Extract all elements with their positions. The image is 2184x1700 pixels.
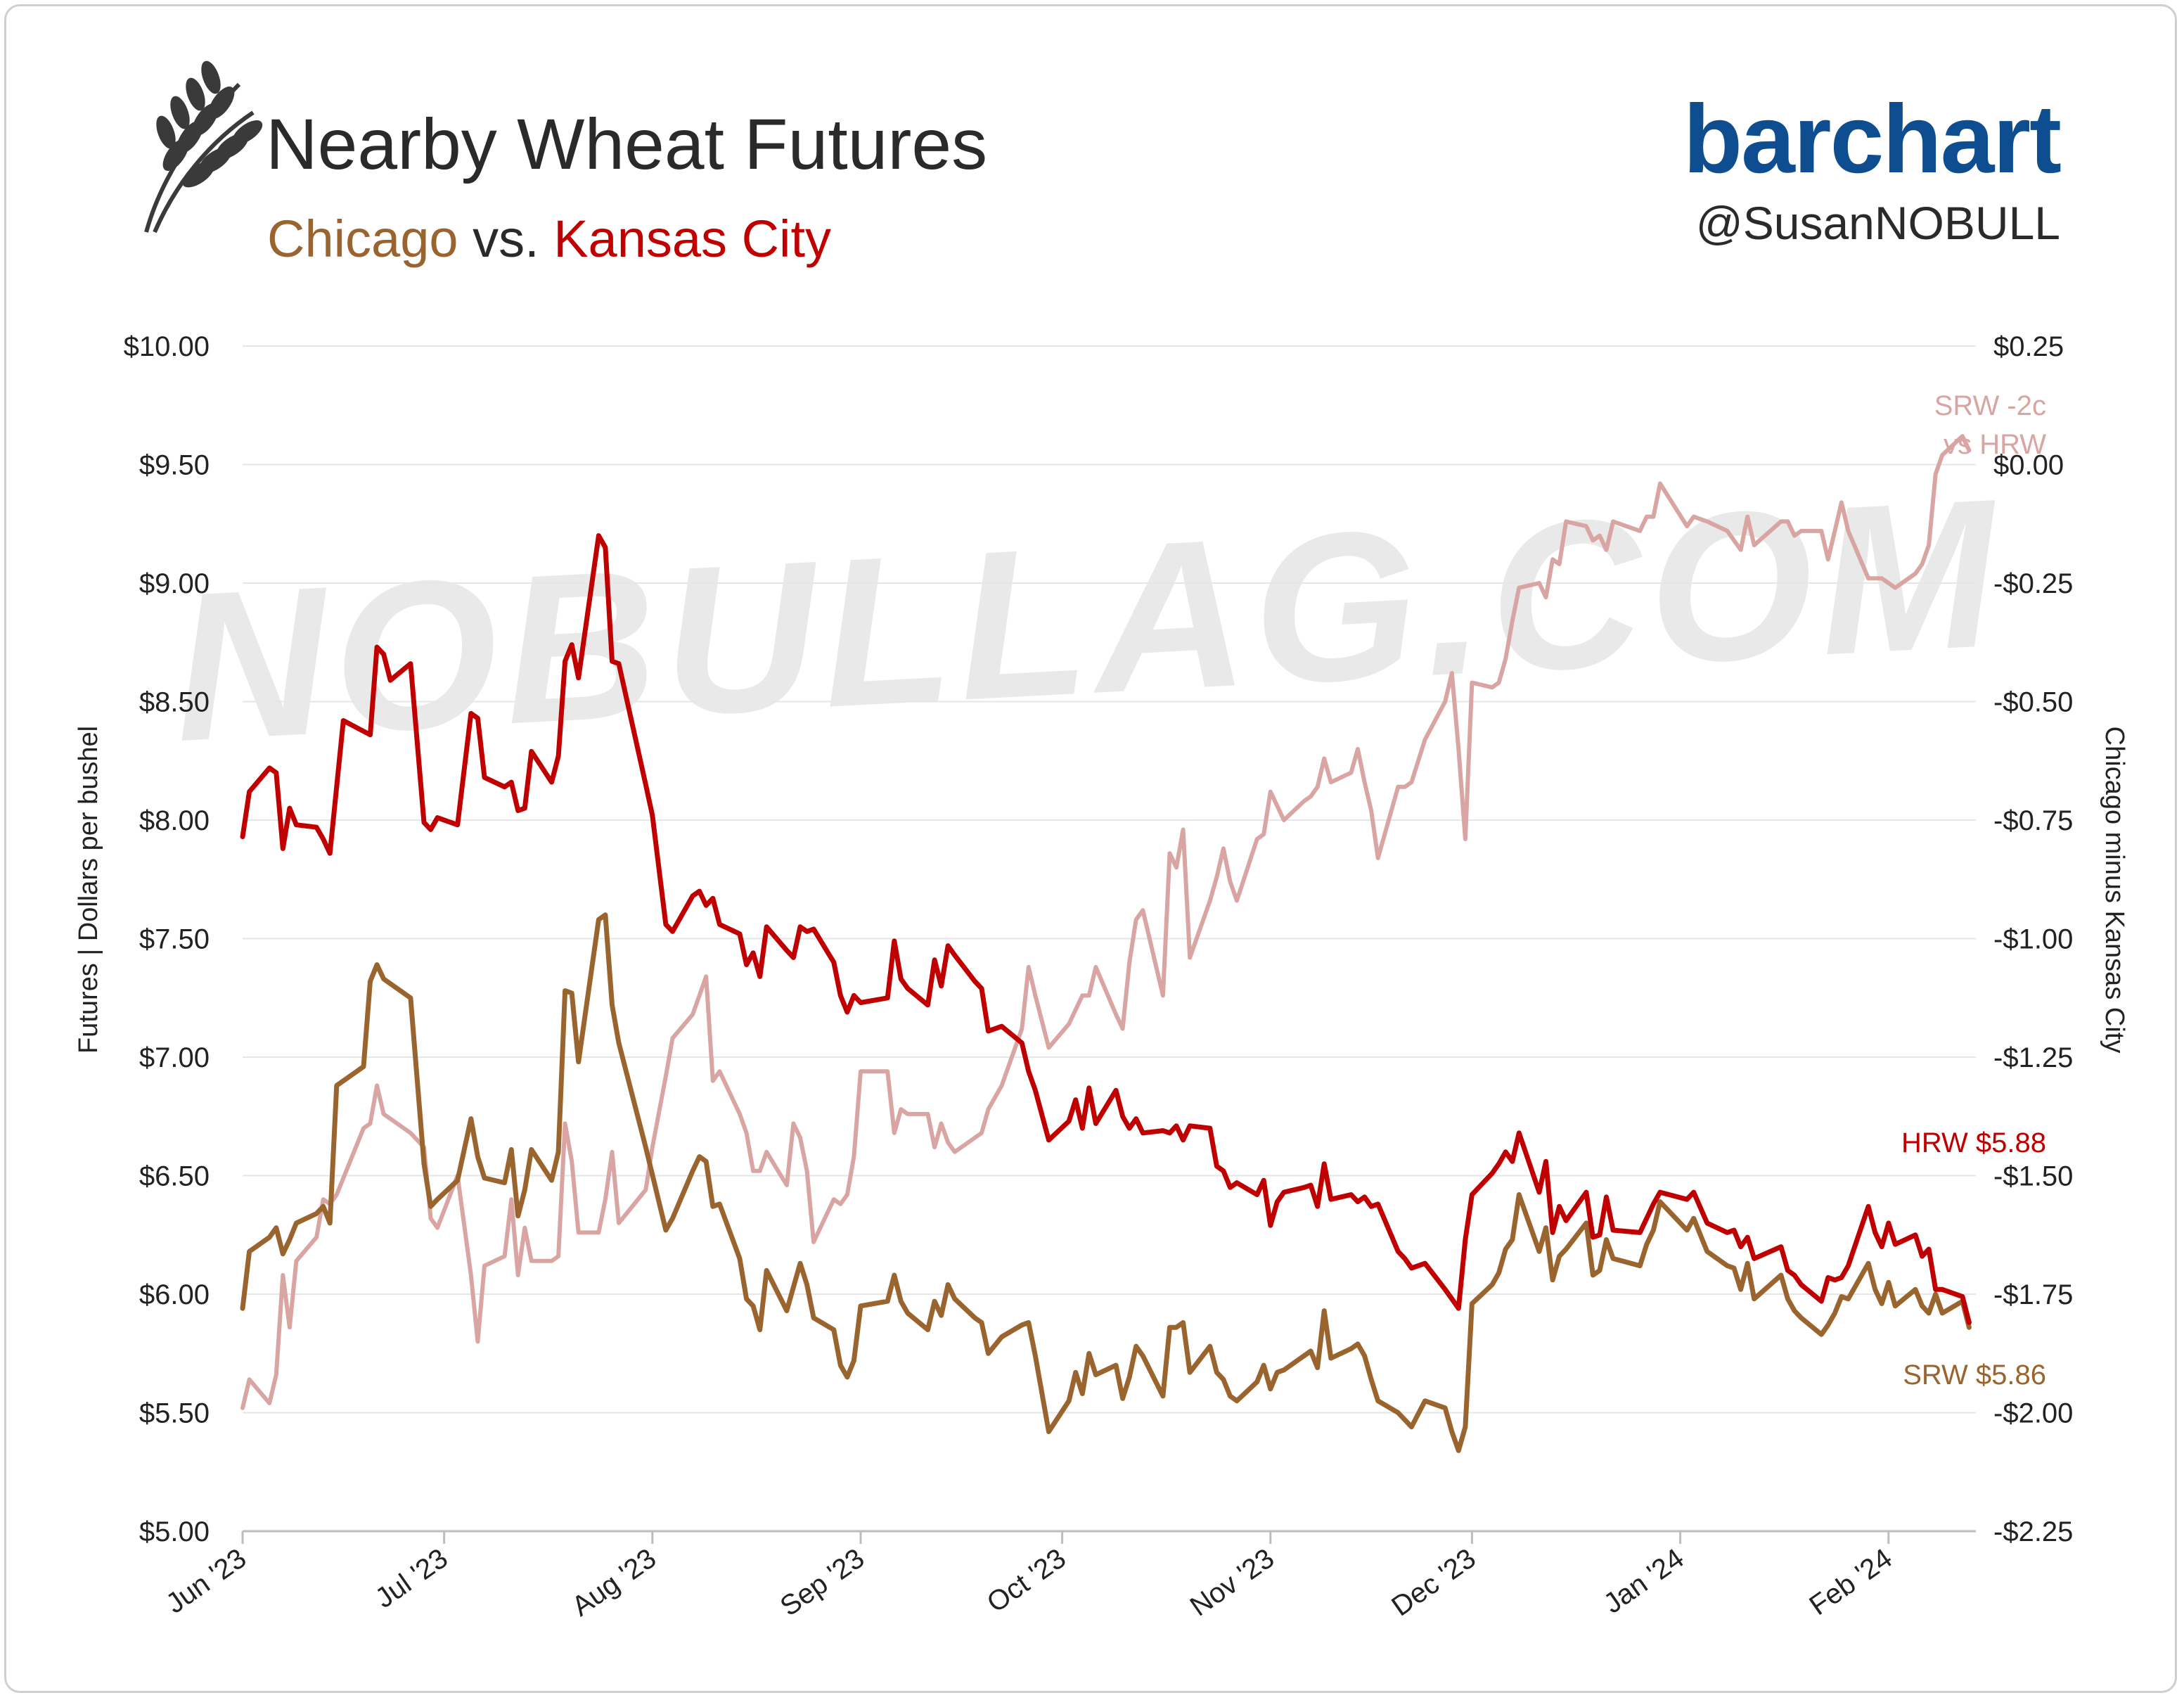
x-tick-label: Sep '23: [775, 1542, 870, 1622]
right-tick-label: -$2.00: [1993, 1398, 2073, 1429]
left-tick-label: $7.00: [139, 1042, 210, 1073]
x-tick-label: Feb '24: [1804, 1542, 1898, 1621]
right-axis-title: Chicago minus Kansas City: [2100, 727, 2129, 1054]
x-tick-label: Nov '23: [1185, 1542, 1280, 1622]
left-tick-label: $5.50: [139, 1398, 210, 1429]
watermark: NOBULLAG.COM: [168, 454, 2008, 786]
left-tick-label: $6.00: [139, 1279, 210, 1310]
right-axis-ticks: $0.25 $0.00 -$0.25 -$0.50 -$0.75 -$1.00 -$1.25…: [1993, 331, 2073, 1547]
left-tick-label: $6.50: [139, 1161, 210, 1192]
left-tick-label: $8.50: [139, 687, 210, 718]
right-tick-label: $0.25: [1993, 331, 2064, 362]
author-handle: @SusanNOBULL: [1696, 197, 2060, 249]
subtitle-kansas-city: Kansas City: [553, 210, 831, 268]
chart-frame: [4, 4, 2177, 1693]
hrw-annotation: HRW $5.88: [1901, 1127, 2046, 1158]
srw-annotation: SRW $5.86: [1903, 1360, 2046, 1391]
left-axis-ticks: $10.00 $9.50 $9.00 $8.50 $8.00 $7.50 $7.00 $6.5…: [124, 331, 210, 1547]
x-tick-label: Jul '23: [370, 1542, 454, 1614]
subtitle-vs: vs.: [458, 210, 554, 268]
right-tick-label: -$0.25: [1993, 568, 2073, 599]
x-tick-label: Jan '24: [1598, 1542, 1690, 1619]
left-tick-label: $10.00: [124, 331, 210, 362]
chart-subtitle: Chicago vs. Kansas City: [267, 210, 831, 268]
spread-annotation-line2: vs HRW: [1944, 429, 2046, 460]
right-tick-label: -$1.50: [1993, 1161, 2073, 1192]
right-tick-label: -$1.00: [1993, 924, 2073, 955]
right-tick-label: -$1.75: [1993, 1279, 2073, 1310]
x-tick-label: Jun '23: [160, 1542, 252, 1619]
right-tick-label: -$2.25: [1993, 1516, 2073, 1547]
left-tick-label: $9.50: [139, 450, 210, 481]
series-lines: [240, 434, 1972, 1453]
x-tick-label: Dec '23: [1386, 1542, 1481, 1622]
chart-title: Nearby Wheat Futures: [266, 104, 987, 184]
left-tick-label: $9.00: [139, 568, 210, 599]
series-line-hrw: [240, 533, 1972, 1325]
right-tick-label: -$0.75: [1993, 805, 2073, 836]
x-tick-label: Aug '23: [567, 1542, 662, 1622]
wheat-icon: [144, 60, 263, 234]
series-line-srw: [240, 912, 1972, 1453]
left-tick-label: $5.00: [139, 1516, 210, 1547]
right-tick-label: $0.00: [1993, 450, 2064, 481]
right-tick-label: -$1.25: [1993, 1042, 2073, 1073]
left-axis-title: Futures | Dollars per bushel: [74, 726, 103, 1054]
left-tick-label: $8.00: [139, 805, 210, 836]
subtitle-chicago: Chicago: [267, 210, 458, 268]
spread-annotation-line1: SRW -2c: [1934, 390, 2046, 421]
x-tick-label: Oct '23: [982, 1542, 1072, 1618]
x-axis-ticks: Jun '23 Jul '23 Aug '23 Sep '23 Oct '23 Nov '…: [160, 1530, 1976, 1622]
right-tick-label: -$0.50: [1993, 687, 2073, 718]
left-tick-label: $7.50: [139, 924, 210, 955]
brand-logo: barchart: [1683, 85, 2061, 193]
series-line-srw-hrw-spread: [240, 434, 1972, 1410]
